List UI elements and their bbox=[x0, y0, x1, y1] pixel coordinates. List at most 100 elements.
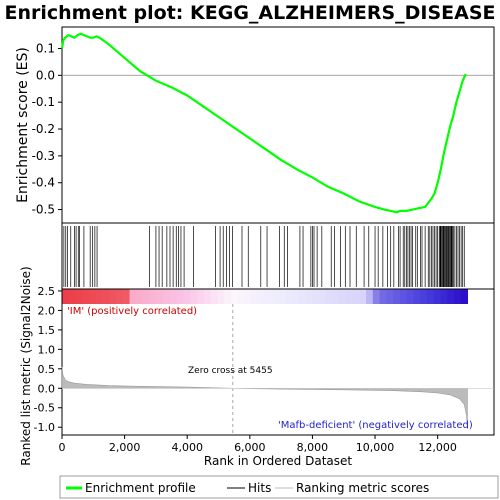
colour-bar-segment bbox=[420, 289, 428, 304]
x-tick-label: 10,000 bbox=[356, 441, 395, 454]
ranking-metric-group bbox=[61, 304, 494, 435]
colour-bar-segment bbox=[149, 289, 158, 304]
colour-bar-segment bbox=[183, 289, 191, 304]
metric-axis-title: Ranked list metric (Signal2Noise) bbox=[19, 266, 33, 465]
legend-hits-label: Hits bbox=[248, 481, 271, 495]
colour-bar-segment bbox=[271, 289, 279, 304]
metric-y-axis: 2.5 2.0 1.5 1.0 0.5 0.0 -0.5 -1.0 bbox=[34, 285, 62, 434]
colour-bar-segment bbox=[453, 289, 462, 304]
colour-bar-segment bbox=[291, 289, 300, 304]
legend-metric-label: Ranking metric scores bbox=[296, 481, 429, 495]
metric-y-tick-label: 1.5 bbox=[38, 324, 56, 337]
es-y-tick-label: -0.3 bbox=[32, 149, 55, 163]
zero-cross-label: Zero cross at 5455 bbox=[188, 366, 273, 376]
rank-colour-bar bbox=[62, 289, 468, 304]
x-axis-title: Rank in Ordered Dataset bbox=[204, 454, 352, 468]
colour-bar-segment bbox=[332, 289, 340, 304]
colour-bar-segment bbox=[393, 289, 401, 304]
colour-bar-segment bbox=[75, 289, 83, 304]
colour-bar-segment bbox=[224, 289, 232, 304]
metric-y-tick-label: 1.0 bbox=[38, 343, 56, 356]
colour-bar-segment bbox=[318, 289, 327, 304]
colour-bar-segment bbox=[379, 289, 387, 304]
hits-group bbox=[63, 226, 465, 287]
colour-bar-segment bbox=[217, 289, 225, 304]
colour-bar-segment bbox=[143, 289, 151, 304]
colour-bar-segment bbox=[156, 289, 164, 304]
es-panel-frame bbox=[61, 26, 495, 224]
colour-bar-segment bbox=[136, 289, 144, 304]
colour-bar-segment bbox=[406, 289, 414, 304]
es-axis-title: Enrichment score (ES) bbox=[15, 47, 31, 203]
colour-bar-segment bbox=[176, 289, 185, 304]
colour-bar-segment bbox=[122, 289, 131, 304]
metric-y-tick-label: 0.5 bbox=[38, 363, 56, 376]
es-y-tick-label: -0.5 bbox=[32, 203, 55, 217]
colour-bar-segment bbox=[278, 289, 286, 304]
colour-bar-segment bbox=[116, 289, 124, 304]
colour-bar-segment bbox=[298, 289, 306, 304]
colour-bar-segment bbox=[284, 289, 293, 304]
colour-bar-segment bbox=[426, 289, 435, 304]
colour-bar-segment bbox=[129, 289, 137, 304]
colour-bar-segment bbox=[366, 289, 374, 304]
colour-bar-segment bbox=[372, 289, 381, 304]
x-tick-label: 4,000 bbox=[171, 441, 203, 454]
colour-bar-segment bbox=[264, 289, 273, 304]
colour-bar-segment bbox=[68, 289, 77, 304]
enrichment-profile-line bbox=[60, 32, 467, 214]
colour-bar-segment bbox=[257, 289, 266, 304]
metric-x-axis: 0 2,000 4,000 6,000 8,000 10,000 12,000 bbox=[59, 435, 457, 454]
x-tick-label: 2,000 bbox=[109, 441, 141, 454]
metric-panel-frame bbox=[61, 288, 495, 436]
colour-bar-segment bbox=[339, 289, 347, 304]
ranking-metric-area bbox=[61, 366, 468, 430]
colour-bar-segment bbox=[352, 289, 360, 304]
x-tick-label: 8,000 bbox=[297, 441, 329, 454]
colour-bar-segment bbox=[62, 289, 70, 304]
legend-box bbox=[59, 475, 499, 499]
pos-correlated-label: 'IM' (positively correlated) bbox=[67, 306, 197, 317]
metric-y-tick-label: 2.0 bbox=[38, 304, 56, 317]
colour-bar-segment bbox=[197, 289, 205, 304]
es-y-tick-label: 0.1 bbox=[36, 41, 55, 55]
colour-bar-segment bbox=[230, 289, 239, 304]
colour-bar-segment bbox=[325, 289, 333, 304]
colour-bar-segment bbox=[237, 289, 246, 304]
colour-bar-segment bbox=[109, 289, 117, 304]
es-y-tick-label: -0.4 bbox=[32, 176, 55, 190]
colour-bar-segment bbox=[210, 289, 218, 304]
colour-bar-segment bbox=[447, 289, 455, 304]
colour-bar-segment bbox=[244, 289, 252, 304]
x-tick-label: 6,000 bbox=[234, 441, 266, 454]
colour-bar-segment bbox=[89, 289, 97, 304]
colour-bar-segment bbox=[311, 289, 320, 304]
enrichment-profile-group bbox=[60, 32, 467, 214]
es-y-tick-label: -0.1 bbox=[32, 95, 55, 109]
colour-bar-segment bbox=[440, 289, 448, 304]
colour-bar-segment bbox=[345, 289, 354, 304]
colour-bar-segment bbox=[82, 289, 90, 304]
metric-y-tick-label: 0.0 bbox=[38, 382, 56, 395]
colour-bar-segment bbox=[305, 289, 313, 304]
colour-bar-segment bbox=[95, 289, 104, 304]
colour-bar-segment bbox=[359, 289, 367, 304]
neg-correlated-label: 'Mafb-deficient' (negatively correlated) bbox=[278, 420, 473, 431]
colour-bar-segment bbox=[190, 289, 198, 304]
colour-bar-segment bbox=[163, 289, 171, 304]
colour-bar-segment bbox=[386, 289, 394, 304]
colour-bar-segment bbox=[399, 289, 408, 304]
x-tick-label: 12,000 bbox=[418, 441, 457, 454]
legend-enrichment-label: Enrichment profile bbox=[85, 481, 196, 495]
es-y-axis: 0.1 0.0 -0.1 -0.2 -0.3 -0.4 -0.5 bbox=[32, 41, 62, 217]
colour-bar-segment bbox=[433, 289, 441, 304]
colour-bar-segment bbox=[203, 289, 212, 304]
chart-title: Enrichment plot: KEGG_ALZHEIMERS_DISEASE bbox=[4, 2, 496, 24]
colour-bar-segment bbox=[413, 289, 421, 304]
metric-y-tick-label: -0.5 bbox=[34, 402, 55, 415]
colour-bar-segment bbox=[460, 289, 468, 304]
colour-bar-segment bbox=[251, 289, 259, 304]
colour-bar-segment bbox=[170, 289, 178, 304]
es-y-tick-label: 0.0 bbox=[36, 68, 55, 82]
